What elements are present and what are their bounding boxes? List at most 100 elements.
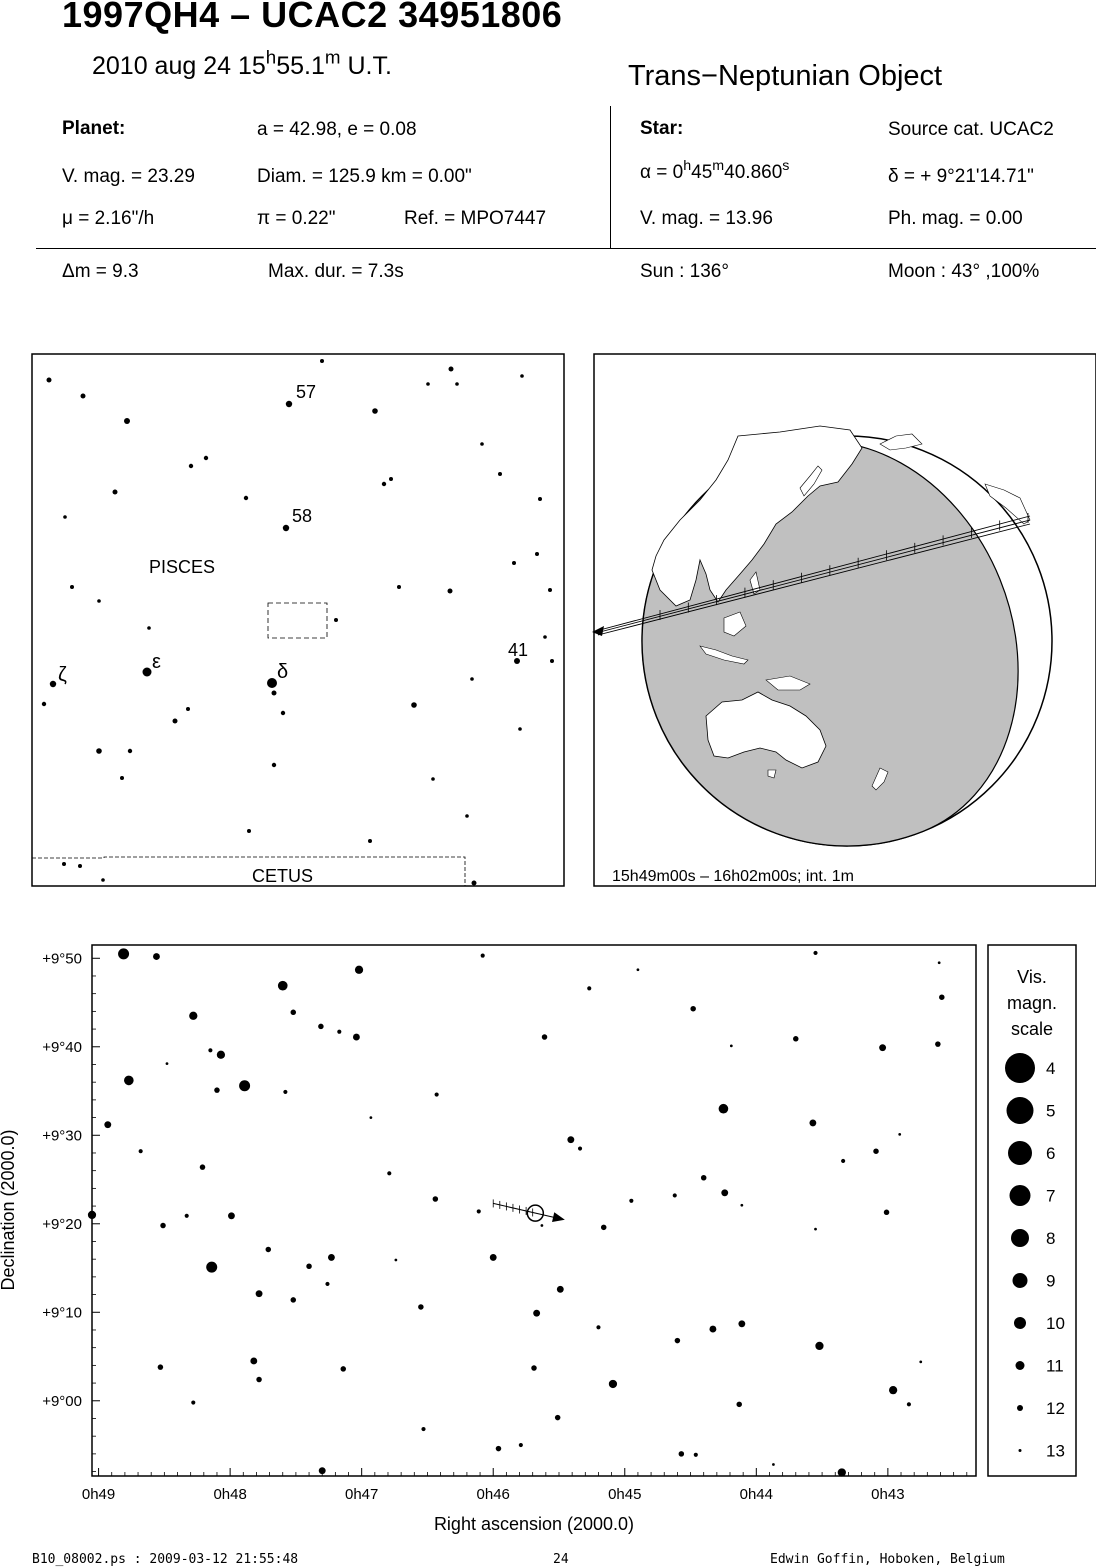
- chart-star: [554, 1414, 561, 1421]
- chart-star: [306, 1263, 312, 1270]
- finder-star: [186, 707, 190, 711]
- chart-star: [837, 1468, 846, 1477]
- star-label-zeta: ζ: [58, 664, 67, 686]
- star-label-epsilon: ε: [152, 651, 161, 673]
- finder-star: [411, 702, 417, 708]
- chart-star: [206, 1261, 218, 1273]
- finder-star: [320, 359, 324, 363]
- chart-star: [87, 1210, 97, 1220]
- finder-star: [397, 585, 401, 589]
- chart-star: [556, 1285, 564, 1293]
- tasmania: [767, 769, 777, 779]
- chart-star: [352, 1033, 360, 1041]
- finder-star: [514, 658, 520, 664]
- finder-star: [520, 374, 524, 378]
- detail-star-chart: 0h49 0h48 0h47 0h46 0h45 0h44 0h43 +9°50 +9°40 +9…: [0, 944, 977, 1534]
- chart-star: [740, 1203, 744, 1207]
- chart-star: [738, 1320, 746, 1328]
- legend-dot: [1009, 1185, 1031, 1206]
- chart-star: [883, 1209, 890, 1216]
- chart-star: [540, 1224, 544, 1227]
- detail-plot-frame: [91, 944, 977, 1477]
- legend-dot: [1005, 1053, 1035, 1083]
- info-divider: [610, 106, 611, 248]
- chart-star: [919, 1360, 923, 1364]
- y-tick-label: +9°00: [42, 1393, 82, 1410]
- finder-star: [550, 659, 554, 663]
- chart-star: [239, 1080, 251, 1092]
- legend-title-line-3: scale: [1011, 1019, 1053, 1039]
- chart-star: [432, 1196, 439, 1202]
- chart-star: [533, 1309, 541, 1317]
- finder-star: [120, 776, 124, 780]
- chart-star: [629, 1198, 634, 1203]
- finder-star: [282, 524, 290, 532]
- finder-star: [62, 862, 66, 866]
- constellation-cetus: CETUS: [252, 866, 313, 886]
- chart-star: [387, 1171, 392, 1176]
- asia-landmass: [651, 425, 863, 607]
- legend-dot: [1018, 1449, 1022, 1452]
- chart-star: [354, 965, 364, 974]
- legend-frame: [987, 944, 1077, 1477]
- legend-magnitude: 8: [1046, 1229, 1055, 1248]
- north-america-edge: [984, 483, 1031, 525]
- planet-diameter: Diam. = 125.9 km = 0.00": [257, 166, 472, 187]
- planet-parallax: π = 0.22": [257, 208, 336, 229]
- chart-star: [729, 1044, 733, 1048]
- x-axis-label: Right ascension (2000.0): [434, 1514, 634, 1534]
- event-datetime: 2010 aug 24 15h55.1m U.T.: [92, 46, 392, 80]
- arctic-coast: [879, 433, 923, 451]
- chart-star: [290, 1009, 297, 1016]
- x-tick-label: 0h46: [477, 1486, 510, 1503]
- legend-magnitude: 13: [1046, 1442, 1065, 1461]
- finder-star: [70, 585, 74, 589]
- finder-chart: PISCES CETUS 57 58 41 ε δ ζ: [31, 353, 565, 887]
- finder-star: [470, 677, 474, 681]
- finder-star: [548, 588, 552, 592]
- australia-landmass: [705, 691, 827, 769]
- chart-star: [718, 1103, 729, 1114]
- finder-star: [172, 718, 178, 724]
- x-tick-label: 0h43: [871, 1486, 904, 1503]
- finder-star: [188, 463, 194, 469]
- chart-star: [587, 986, 592, 991]
- footer-page: 24: [553, 1552, 569, 1567]
- chart-star: [636, 968, 640, 972]
- chart-star: [935, 1041, 941, 1047]
- legend-magnitude: 9: [1046, 1272, 1055, 1291]
- finder-star: [285, 400, 293, 408]
- magnitude-legend: Vis. magn. scale 4 5 6 7 8 9 10 11 12 13: [987, 944, 1077, 1477]
- chart-star: [418, 1304, 424, 1310]
- moon-info: Moon : 43° ,100%: [888, 261, 1040, 282]
- chart-star: [898, 1133, 902, 1136]
- chart-star: [434, 1092, 439, 1097]
- finder-star: [389, 477, 393, 481]
- finder-star: [247, 829, 251, 833]
- star-label-41: 41: [508, 640, 528, 660]
- chart-star: [809, 1119, 817, 1127]
- chart-star: [189, 1011, 198, 1020]
- detail-stars: [87, 948, 945, 1477]
- y-tick-label: +9°40: [42, 1039, 82, 1056]
- star-heading: Star:: [640, 118, 684, 139]
- chart-star: [700, 1175, 707, 1181]
- legend-magnitude: 11: [1046, 1357, 1064, 1376]
- chart-star: [216, 1050, 226, 1059]
- chart-star: [277, 980, 288, 991]
- footer-author: Edwin Goffin, Hoboken, Belgium: [770, 1552, 1005, 1567]
- y-tick-label: +9°10: [42, 1304, 82, 1321]
- finder-star: [271, 762, 277, 768]
- finder-star: [465, 814, 469, 818]
- path-arrow: [592, 626, 604, 636]
- finder-star: [455, 382, 459, 386]
- chart-star: [165, 1062, 169, 1065]
- chart-star: [340, 1366, 347, 1372]
- finder-star: [372, 408, 378, 414]
- track-arrow: [552, 1212, 565, 1223]
- new-zealand: [871, 767, 889, 791]
- finder-stars: [41, 359, 554, 886]
- chart-star: [369, 1116, 373, 1119]
- chart-star: [793, 1036, 799, 1042]
- sun-elongation: Sun : 136°: [640, 261, 729, 282]
